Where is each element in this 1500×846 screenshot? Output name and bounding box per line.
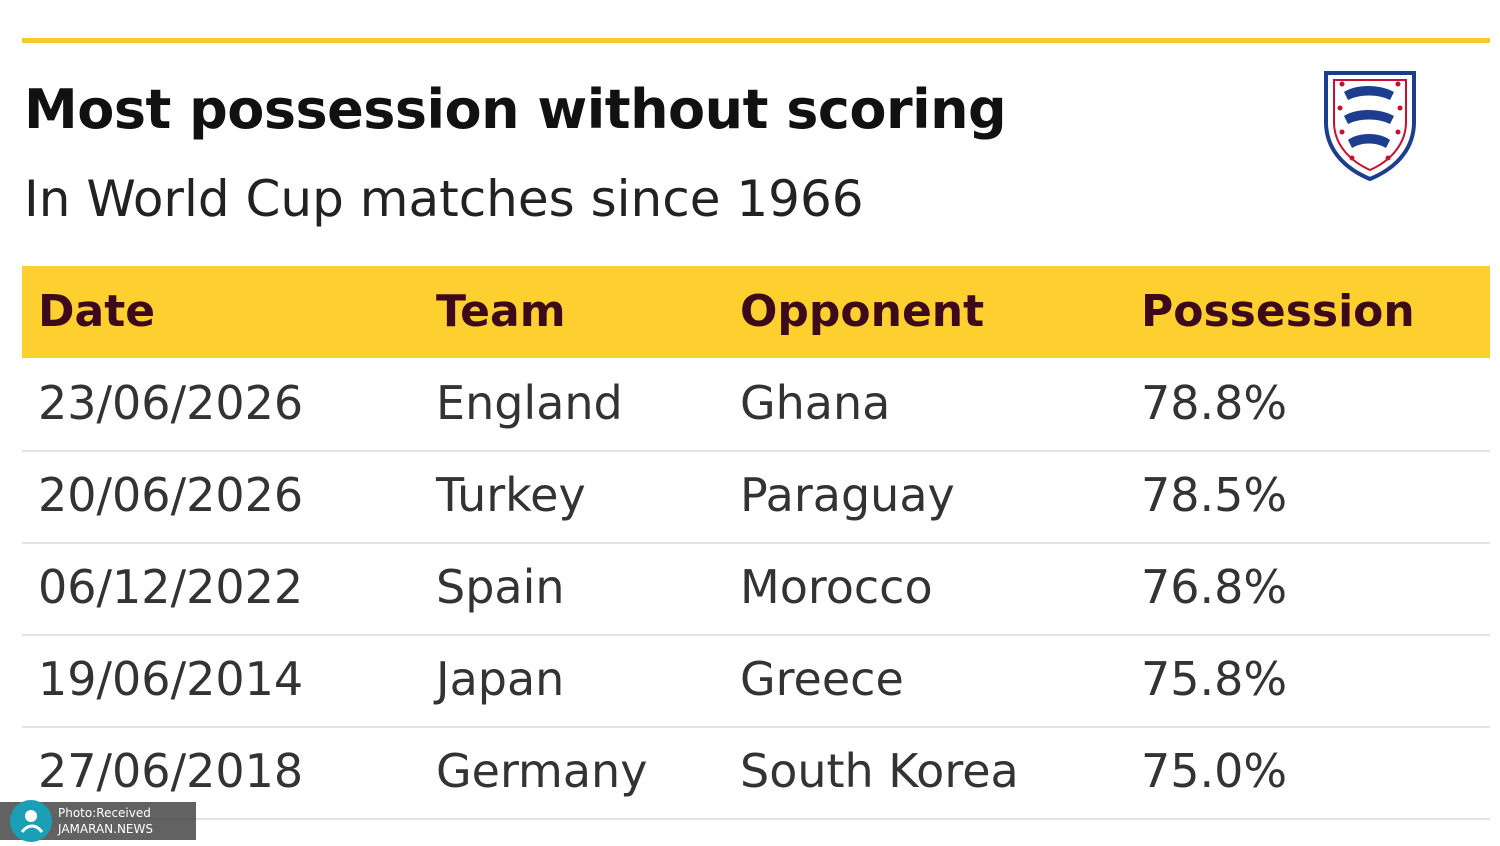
row-divider: [22, 818, 1490, 820]
table-cell: Spain: [436, 560, 565, 614]
table-cell: England: [436, 376, 623, 430]
table-cell: 23/06/2026: [38, 376, 304, 430]
watermark-text: JAMARAN.NEWS: [58, 822, 153, 836]
watermark-text: Photo:Received: [58, 806, 151, 820]
crest: [1324, 71, 1416, 182]
table-cell: Paraguay: [740, 468, 955, 522]
table-cell: Greece: [740, 652, 904, 706]
table-cell: 06/12/2022: [38, 560, 304, 614]
table-cell: Ghana: [740, 376, 891, 430]
table-cell: 78.5%: [1141, 468, 1288, 522]
title: Most possession without scoring: [24, 78, 1007, 141]
column-header: Date: [38, 286, 156, 337]
row-divider: [22, 450, 1490, 452]
watermark: Photo:Received JAMARAN.NEWS: [0, 800, 196, 842]
table-cell: 19/06/2014: [38, 652, 304, 706]
table-cell: 20/06/2026: [38, 468, 304, 522]
table-cell: Japan: [436, 652, 565, 706]
column-header: Team: [436, 286, 566, 337]
column-header: Opponent: [740, 286, 985, 337]
row-divider: [22, 634, 1490, 636]
subtitle: In World Cup matches since 1966: [24, 170, 864, 228]
table-cell: 76.8%: [1141, 560, 1288, 614]
table-cell: 27/06/2018: [38, 744, 304, 798]
table-cell: 75.0%: [1141, 744, 1288, 798]
row-divider: [22, 726, 1490, 728]
column-header: Possession: [1141, 286, 1415, 337]
table-header: [22, 266, 1490, 358]
table-cell: Germany: [436, 744, 648, 798]
accent-line: [22, 38, 1490, 43]
table-cell: Turkey: [436, 468, 586, 522]
table-cell: 75.8%: [1141, 652, 1288, 706]
table-cell: South Korea: [740, 744, 1019, 798]
table-cell: Morocco: [740, 560, 933, 614]
watermark-logo: [10, 800, 52, 842]
table-cell: 78.8%: [1141, 376, 1288, 430]
row-divider: [22, 542, 1490, 544]
